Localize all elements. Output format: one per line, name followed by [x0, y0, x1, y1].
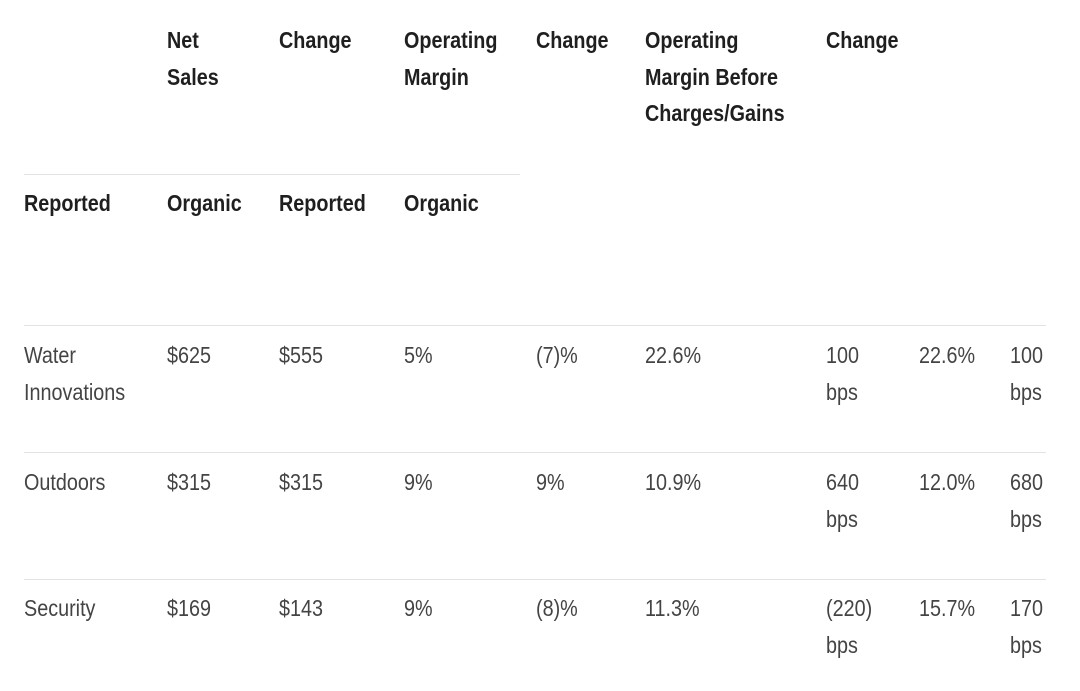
operating-margin-change: 100 bps: [826, 342, 860, 405]
change-organic: 9%: [536, 469, 565, 495]
header-op-margin-before-charges: Operating Margin Before Charges/Gains: [645, 27, 785, 126]
net-sales-organic: $143: [279, 595, 324, 621]
change-organic: (7)%: [536, 342, 578, 368]
row-divider: [24, 325, 1046, 326]
header-organic-2: Organic: [404, 190, 479, 216]
change-reported: 5%: [404, 342, 433, 368]
net-sales-reported: $315: [167, 469, 212, 495]
segment-name: Security: [24, 595, 96, 621]
operating-margin: 10.9%: [645, 469, 702, 495]
header-operating-margin: Operating Margin: [404, 27, 498, 90]
header-reported-1: Reported: [24, 190, 111, 216]
margin-before-charges-change: 100 bps: [1010, 342, 1044, 405]
margin-before-charges-change: 680 bps: [1010, 469, 1044, 532]
net-sales-organic: $555: [279, 342, 324, 368]
header-change-sales: Change: [279, 27, 352, 53]
operating-margin-change: (220) bps: [826, 595, 873, 658]
margin-before-charges: 12.0%: [919, 469, 976, 495]
header-change-margin-before: Change: [826, 27, 899, 53]
header-organic-1: Organic: [167, 190, 242, 216]
margin-before-charges-change: 170 bps: [1010, 595, 1044, 658]
operating-margin: 11.3%: [645, 595, 700, 621]
operating-margin-change: 640 bps: [826, 469, 860, 532]
row-divider: [24, 452, 1046, 453]
segment-name: Water Innovations: [24, 342, 126, 405]
header-change-margin: Change: [536, 27, 609, 53]
change-organic: (8)%: [536, 595, 578, 621]
margin-before-charges: 15.7%: [919, 595, 976, 621]
net-sales-reported: $625: [167, 342, 212, 368]
net-sales-reported: $169: [167, 595, 212, 621]
header-reported-2: Reported: [279, 190, 366, 216]
net-sales-organic: $315: [279, 469, 324, 495]
header-net-sales: Net Sales: [167, 27, 219, 90]
segment-name: Outdoors: [24, 469, 106, 495]
change-reported: 9%: [404, 469, 433, 495]
operating-margin: 22.6%: [645, 342, 702, 368]
row-divider: [24, 579, 1046, 580]
margin-before-charges: 22.6%: [919, 342, 976, 368]
header-divider-partial: [24, 174, 520, 175]
change-reported: 9%: [404, 595, 433, 621]
